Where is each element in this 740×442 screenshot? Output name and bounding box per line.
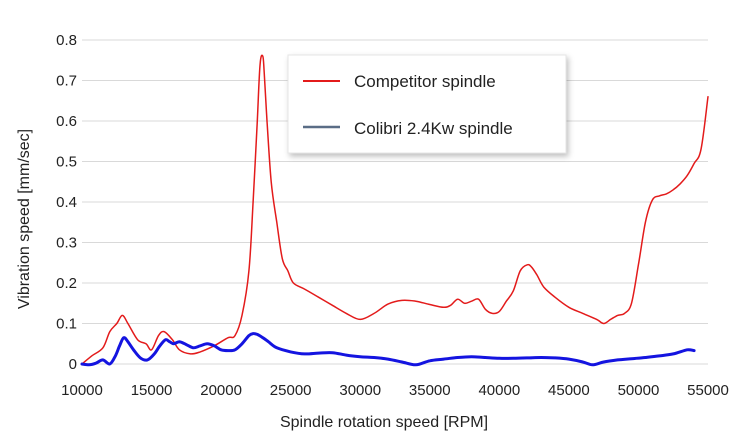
legend-label-competitor: Competitor spindle [354, 72, 496, 91]
series-lines [80, 54, 709, 367]
y-tick-label: 0.3 [56, 235, 77, 252]
y-tick-label: 0.5 [56, 154, 77, 171]
grid-lines [82, 39, 708, 365]
x-tick-label: 10000 [61, 382, 103, 399]
x-tick-label: 30000 [339, 382, 381, 399]
series-line-competitor [81, 54, 709, 365]
y-tick-label: 0 [69, 356, 77, 373]
x-tick-label: 45000 [548, 382, 590, 399]
x-tick-label: 40000 [478, 382, 520, 399]
x-tick-label: 50000 [618, 382, 660, 399]
legend-label-colibri: Colibri 2.4Kw spindle [354, 119, 513, 138]
y-tick-label: 0.7 [56, 73, 77, 90]
y-tick-label: 0.2 [56, 275, 77, 292]
x-tick-label: 35000 [409, 382, 451, 399]
y-axis-ticks: 0 0.1 0.2 0.3 0.4 0.5 0.6 0.7 0.8 [56, 32, 77, 373]
legend: Competitor spindle Colibri 2.4Kw spindle [287, 54, 567, 154]
x-axis-ticks: 10000 15000 20000 25000 30000 35000 40000 45000… [61, 382, 729, 399]
x-tick-label: 25000 [270, 382, 312, 399]
x-tick-label: 15000 [131, 382, 173, 399]
x-tick-label: 55000 [687, 382, 729, 399]
x-tick-label: 20000 [200, 382, 242, 399]
series-line-colibri [80, 332, 696, 367]
x-axis-title: Spindle rotation speed [RPM] [280, 414, 488, 431]
y-tick-label: 0.4 [56, 194, 77, 211]
y-tick-label: 0.1 [56, 316, 77, 333]
y-tick-label: 0.6 [56, 113, 77, 130]
y-tick-label: 0.8 [56, 32, 77, 49]
legend-box [287, 54, 567, 154]
y-axis-title: Vibration speed [mm/sec] [16, 129, 33, 309]
